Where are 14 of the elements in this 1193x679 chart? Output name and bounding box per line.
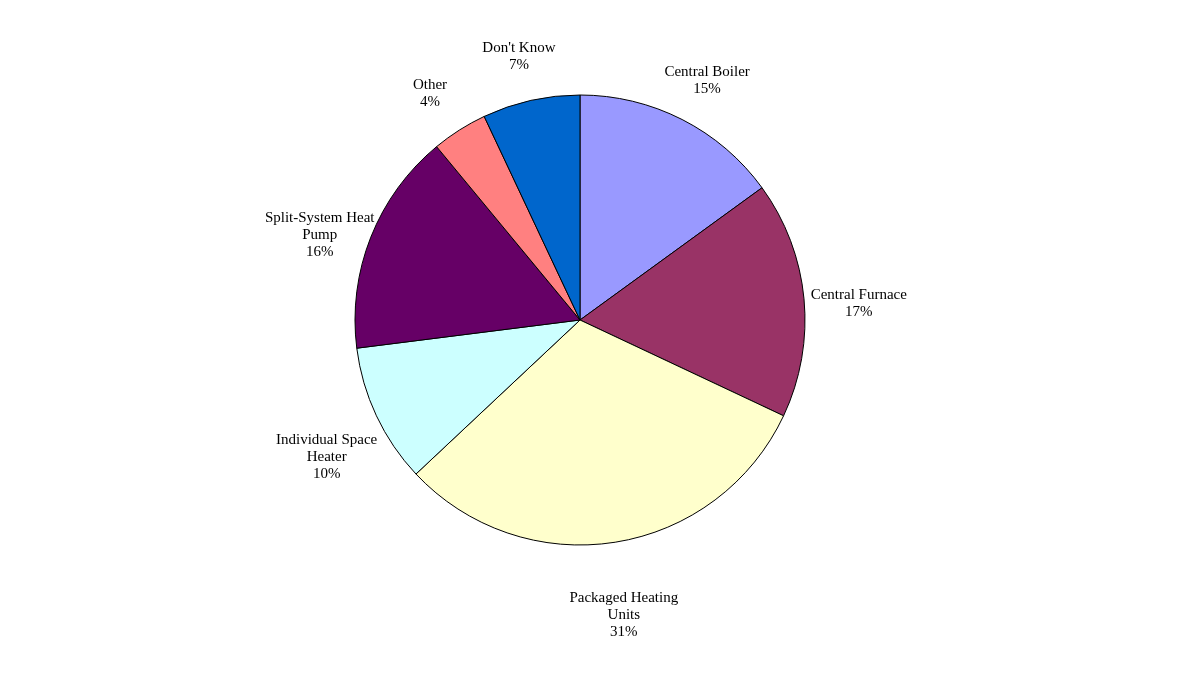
data-label: 10% (312, 465, 341, 482)
data-label: 7% (508, 55, 529, 72)
slice-label: Individual Space Heater (276, 431, 378, 465)
data-label: 31% (610, 622, 638, 639)
data-label: 17% (845, 302, 873, 319)
slice-label: Don't Know (482, 38, 556, 55)
slice-label: Central Boiler (664, 62, 750, 79)
data-label: 16% (305, 242, 334, 259)
data-label: 4% (419, 92, 440, 109)
slice-label: Central Furnace (810, 285, 908, 302)
slice-label: Packaged Heating Units (569, 588, 679, 622)
slice-label: Other (412, 75, 448, 92)
data-label: 15% (693, 79, 721, 96)
slice-label: Split-System Heat Pump (264, 208, 376, 242)
